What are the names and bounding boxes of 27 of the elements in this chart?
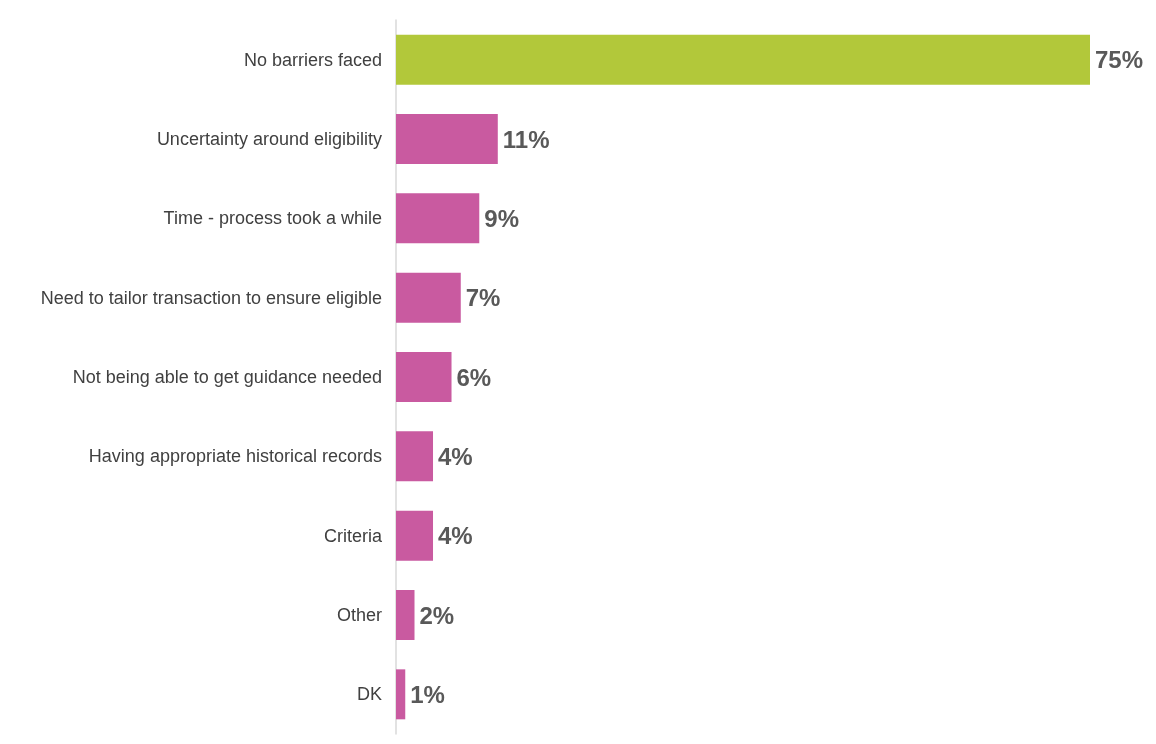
- bar: [396, 193, 480, 244]
- bar: [396, 431, 434, 482]
- data-label: 2%: [419, 601, 455, 629]
- data-label: 9%: [484, 204, 519, 232]
- data-label: 4%: [438, 442, 473, 470]
- bar: [396, 114, 498, 164]
- bar: [396, 272, 461, 323]
- y-tick-label: DK: [356, 684, 382, 705]
- data-label: 4%: [438, 522, 473, 550]
- bar: [396, 34, 1090, 85]
- data-label: 1%: [410, 680, 445, 708]
- y-tick-label: Not being able to get guidance needed: [72, 367, 382, 387]
- bar: [396, 590, 415, 640]
- y-tick-label: Criteria: [323, 525, 383, 546]
- y-tick-label: Uncertainty around eligibility: [156, 129, 382, 149]
- bar: [396, 669, 406, 720]
- bar: [396, 352, 452, 402]
- data-label: 7%: [465, 284, 501, 312]
- y-tick-label: Other: [336, 605, 382, 625]
- bar: [396, 510, 434, 561]
- data-label: 6%: [456, 363, 492, 391]
- y-tick-label: Having appropriate historical records: [88, 446, 382, 467]
- data-label: 11%: [502, 125, 550, 153]
- y-tick-label: Time - process took a while: [163, 208, 382, 229]
- data-label: 75%: [1095, 46, 1144, 74]
- y-tick-label: Need to tailor transaction to ensure eligible: [40, 287, 382, 308]
- y-tick-label: No barriers faced: [243, 49, 382, 70]
